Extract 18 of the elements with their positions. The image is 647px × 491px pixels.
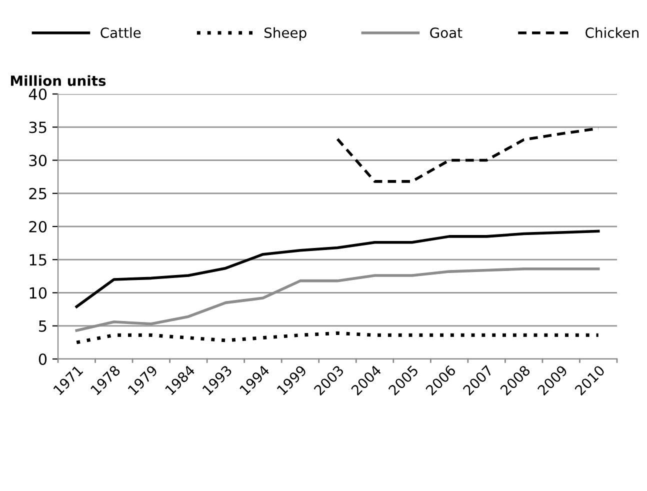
line-series [75, 268, 600, 332]
y-tick-label: 40 [28, 88, 47, 100]
line-series [74, 331, 600, 344]
line-series [336, 127, 600, 183]
legend-label: Sheep [264, 27, 306, 41]
y-axis-title: Million units [10, 75, 106, 86]
line-series [75, 230, 600, 308]
legend-label: Chicken [586, 27, 638, 38]
y-tick-label: 5 [39, 320, 46, 332]
legend-label: Cattle [100, 27, 141, 38]
y-tick-label: 35 [29, 122, 46, 134]
y-tick-label: 15 [30, 254, 46, 266]
y-tick-label: 20 [29, 220, 47, 233]
y-tick-label: 30 [29, 154, 47, 166]
y-tick-label: 10 [30, 287, 47, 299]
y-tick-label: 0 [38, 353, 47, 366]
y-tick-label: 25 [29, 188, 46, 200]
legend-label: Goat [430, 27, 462, 38]
